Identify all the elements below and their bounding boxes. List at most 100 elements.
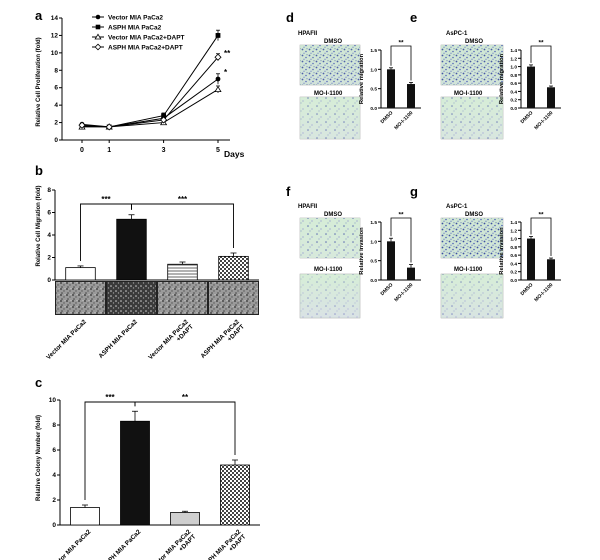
micro-f-bottom-cells bbox=[300, 274, 360, 318]
series-3-point bbox=[105, 123, 113, 131]
bar-4 bbox=[218, 255, 249, 281]
chart-c-ytick-label: 6 bbox=[52, 447, 56, 454]
chart-c-xtick-label: Vector MIA PaCa2 bbox=[50, 528, 93, 560]
chart-f-bar-1 bbox=[387, 241, 395, 280]
micro-d-label-bottom: MO-I-1100 bbox=[314, 91, 343, 97]
chart-e-ytick-label: 0.6 bbox=[510, 81, 517, 87]
chart-b-xtick-part: Vector MIA PaCa2 bbox=[45, 318, 88, 361]
chart-c: Relative Colony Number (fold) 0 2 4 6 8 10 Vec… bbox=[36, 393, 260, 560]
micro-d-label-top: DMSO bbox=[324, 39, 342, 45]
chart-f-ytick-label: 0.5 bbox=[370, 259, 377, 265]
micro-d-bottom-cells bbox=[300, 97, 360, 139]
chart-c-xtick-part: ASPH MIA PaCa2 bbox=[101, 528, 143, 560]
chart-c-ylabel: Relative Colony Number (fold) bbox=[36, 415, 42, 501]
chart-e-ytick-label: 0.4 bbox=[510, 89, 517, 95]
chart-c-xtick-label: Vector MIA PaCa2+DAPT bbox=[150, 528, 198, 560]
chart-a-ytick-label: 2 bbox=[54, 120, 58, 127]
chart-c-ytick-label: 0 bbox=[52, 522, 56, 529]
micro-e-bottom-cells bbox=[441, 97, 503, 139]
chart-b-ytick-label: 8 bbox=[47, 187, 51, 194]
chart-b-ytick-label: 0 bbox=[47, 277, 51, 284]
legend-item-asph-dapt: ASPH MIA PaCa2+DAPT bbox=[92, 43, 183, 52]
chart-e: Relative migration 0.0 0.2 0.4 0.6 0.8 1.0 1.2 1… bbox=[499, 40, 561, 131]
series-3-point bbox=[160, 116, 168, 124]
chart-d-xtick-label: MO-I-1100 bbox=[393, 110, 414, 131]
micro-g-bottom-cells bbox=[441, 274, 503, 318]
chart-a-xtick-label: 1 bbox=[107, 147, 111, 154]
chart-a-ytick-label: 0 bbox=[54, 137, 58, 144]
chart-c-ytick-label: 4 bbox=[52, 472, 56, 479]
chart-f-bar-2 bbox=[407, 267, 415, 280]
image-asph-dapt bbox=[209, 282, 258, 314]
chart-g-ylabel: Relative invasion bbox=[499, 227, 505, 275]
micro-e-label-top: DMSO bbox=[465, 39, 483, 45]
chart-g-ytick-label: 1.0 bbox=[510, 237, 517, 243]
chart-f-sig-bracket bbox=[390, 217, 412, 263]
chart-e-ytick-label: 0.8 bbox=[510, 73, 517, 79]
chart-e-ytick-label: 1.4 bbox=[510, 48, 517, 54]
cell-line-f: HPAFII bbox=[298, 204, 318, 210]
chart-f-xtick-label: MO-I-1100 bbox=[393, 282, 414, 303]
chart-d-ylabel: Relative migration bbox=[359, 53, 365, 104]
legend-label-asph: ASPH MIA PaCa2 bbox=[108, 25, 162, 32]
chart-c-ytick-label: 2 bbox=[52, 497, 56, 504]
chart-b-ylabel: Relative Cell Migration (fold) bbox=[36, 185, 42, 266]
micro-f-label-bottom: MO-I-1100 bbox=[314, 267, 343, 273]
chart-e-ytick-label: 1.2 bbox=[510, 56, 517, 62]
chart-d: Relative migration 0.0 0.5 1.0 1.5 DMSO MO-I-1… bbox=[359, 40, 421, 131]
chart-d-xtick-label: DMSO bbox=[380, 110, 395, 125]
series-2-point bbox=[214, 85, 222, 93]
chart-f-ytick-label: 1.5 bbox=[370, 220, 377, 226]
sig-bracket-2 bbox=[131, 203, 234, 248]
image-vector-dapt bbox=[158, 282, 207, 314]
micro-g-label-bottom: MO-I-1100 bbox=[454, 267, 483, 273]
bar-2 bbox=[120, 420, 150, 526]
chart-g-sig-label: ** bbox=[538, 212, 544, 219]
chart-f-sig-label: ** bbox=[398, 212, 404, 219]
image-vector bbox=[56, 282, 105, 314]
chart-a-xtick-label: 0 bbox=[80, 147, 84, 154]
chart-d-ytick-label: 0.0 bbox=[370, 106, 377, 112]
panel-letter-c: c bbox=[35, 375, 42, 390]
cell-line-d: HPAFII bbox=[298, 31, 318, 37]
chart-e-xtick-label: MO-I-1100 bbox=[533, 110, 554, 131]
chart-e-ytick-label: 1.0 bbox=[510, 65, 517, 71]
chart-f-ytick-label: 0.0 bbox=[370, 278, 377, 284]
bar-3 bbox=[170, 512, 200, 526]
micro-e-top-cells bbox=[441, 45, 503, 85]
image-asph bbox=[107, 282, 156, 314]
sig-label-2: *** bbox=[178, 195, 188, 204]
chart-g-xtick-label: MO-I-1100 bbox=[533, 282, 554, 303]
chart-a-sig-asph-dapt: * bbox=[224, 68, 228, 77]
chart-e-ylabel: Relative migration bbox=[499, 53, 505, 104]
sig-label-2: ** bbox=[182, 393, 189, 402]
series-line-0 bbox=[81, 78, 219, 128]
series-line-3 bbox=[81, 56, 219, 128]
chart-g-sig-bracket bbox=[530, 217, 552, 257]
micro-d-top-cells bbox=[300, 45, 360, 85]
chart-c-ytick-label: 8 bbox=[52, 422, 56, 429]
panel-letter-f: f bbox=[286, 184, 291, 199]
cell-line-e: AsPC-1 bbox=[446, 31, 468, 37]
chart-d-ytick-label: 1.0 bbox=[370, 67, 377, 73]
chart-d-bar-2 bbox=[407, 84, 415, 108]
chart-a-ytick-label: 14 bbox=[51, 15, 59, 22]
chart-a-ytick-label: 10 bbox=[51, 50, 59, 57]
micrograph-f: HPAFII DMSO MO-I-1100 bbox=[298, 204, 361, 319]
chart-g-ytick-label: 0.6 bbox=[510, 253, 517, 259]
chart-g-ytick-label: 0.4 bbox=[510, 261, 517, 267]
series-1-point bbox=[215, 33, 221, 38]
chart-g-ytick-label: 1.4 bbox=[510, 220, 517, 226]
series-line-2 bbox=[82, 89, 219, 128]
chart-e-xtick-label: DMSO bbox=[520, 110, 535, 125]
chart-c-ytick-label: 10 bbox=[49, 397, 57, 404]
legend-item-vector: Vector MIA PaCa2 bbox=[92, 15, 163, 22]
chart-b-xtick-label: Vector MIA PaCa2+DAPT bbox=[147, 318, 195, 366]
chart-g: Relative invasion 0.0 0.2 0.4 0.6 0.8 1.0 1.2 1.… bbox=[499, 212, 561, 303]
chart-a-ytick-label: 8 bbox=[54, 67, 58, 74]
chart-a-xtick-label: 5 bbox=[216, 147, 220, 154]
bar-3 bbox=[167, 263, 198, 281]
chart-b-xtick-part: Vector MIA PaCa2 bbox=[147, 318, 190, 361]
chart-d-ytick-label: 1.5 bbox=[370, 48, 377, 54]
